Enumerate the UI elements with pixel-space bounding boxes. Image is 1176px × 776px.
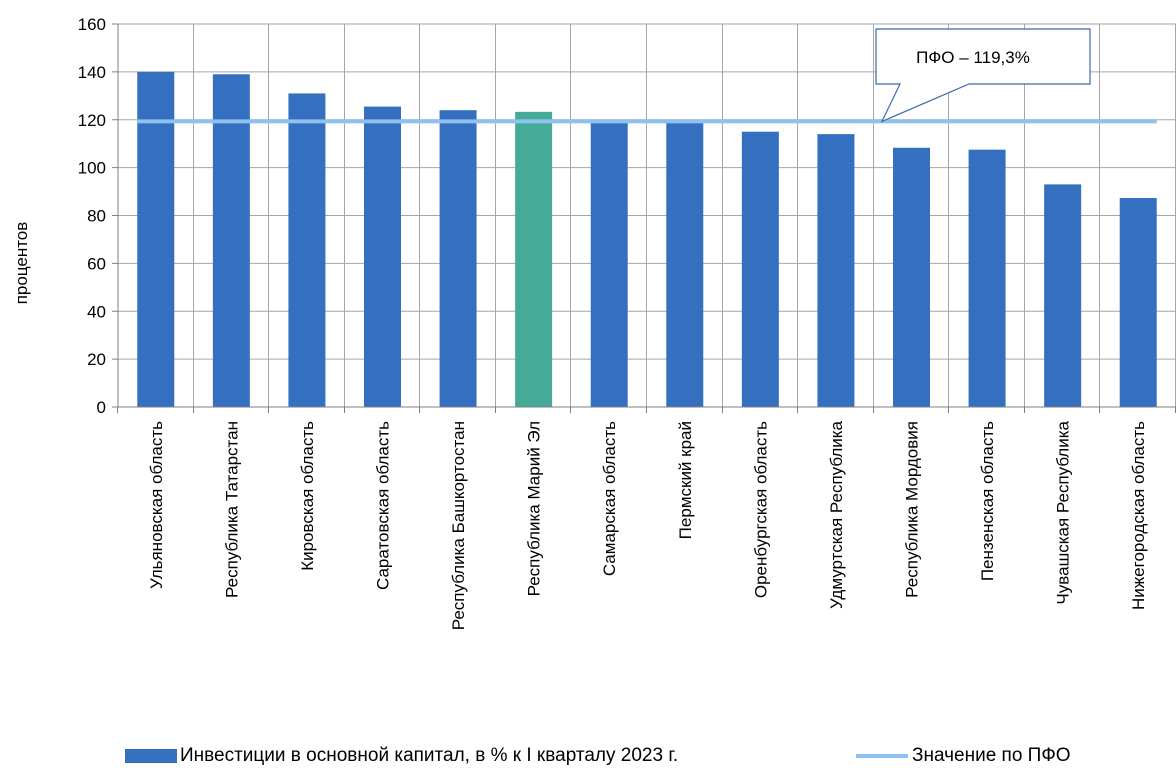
y-tick-label: 80	[87, 207, 106, 226]
bar	[1119, 198, 1157, 407]
y-tick-label: 140	[78, 63, 106, 82]
category-label: Саратовская область	[374, 421, 393, 590]
legend-label-bars: Инвестиции в основной капитал, в % к I к…	[180, 745, 679, 766]
annotation-text: ПФО – 119,3%	[916, 48, 1030, 67]
category-label: Пермский край	[676, 421, 695, 539]
bar	[212, 74, 250, 408]
annotation-callout-box	[875, 28, 1091, 123]
category-label: Республика Марий Эл	[525, 421, 544, 596]
annotation-callout: ПФО – 119,3%	[875, 28, 1091, 123]
category-label: Оренбургская область	[751, 421, 770, 598]
category-label: Самарская область	[600, 421, 619, 576]
y-tick-label: 20	[87, 350, 106, 369]
legend-swatch-line	[856, 754, 908, 758]
category-labels: Ульяновская область Республика Татарстан К…	[147, 420, 1148, 630]
bar	[893, 147, 930, 407]
bar	[666, 122, 704, 408]
bar	[741, 131, 779, 407]
legend-swatch-bar	[125, 749, 177, 763]
category-label: Чувашская Республика	[1054, 420, 1073, 604]
legend: Инвестиции в основной капитал, в % к I к…	[0, 745, 1176, 775]
category-label: Нижегородская область	[1129, 421, 1148, 610]
bars	[137, 71, 1157, 408]
bar-chart: 0 20 40 60 80 100 120 140 160 Ульяновская област…	[12, 15, 1176, 630]
bar	[364, 106, 401, 407]
category-label: Республика Мордовия	[903, 421, 922, 598]
y-axis-title: процентов	[12, 222, 31, 305]
category-label: Ульяновская область	[147, 421, 166, 589]
category-label: Республика Татарстан	[222, 421, 241, 598]
bar	[439, 110, 477, 408]
category-label: Кировская область	[298, 421, 317, 571]
y-tick-labels: 0 20 40 60 80 100 120 140 160	[78, 15, 106, 417]
bar	[817, 134, 855, 408]
axes	[112, 23, 1176, 413]
y-tick-label: 100	[78, 159, 106, 178]
legend-item-bars: Инвестиции в основной капитал, в % к I к…	[125, 745, 678, 767]
category-label: Удмуртская Республика	[827, 420, 846, 609]
y-tick-label: 160	[78, 15, 106, 34]
bar	[1044, 184, 1082, 407]
bar	[288, 93, 326, 407]
y-tick-label: 40	[87, 302, 106, 321]
y-tick-label: 60	[87, 254, 106, 273]
category-label: Пензенская область	[978, 421, 997, 581]
bar	[515, 111, 553, 408]
y-tick-label: 120	[78, 111, 106, 130]
bar	[590, 120, 628, 408]
legend-item-line: Значение по ПФО	[856, 745, 1071, 767]
bar	[137, 71, 175, 407]
category-label: Республика Башкортостан	[449, 421, 468, 630]
bar	[968, 149, 1006, 407]
y-tick-label: 0	[97, 398, 106, 417]
legend-label-line: Значение по ПФО	[912, 745, 1071, 766]
